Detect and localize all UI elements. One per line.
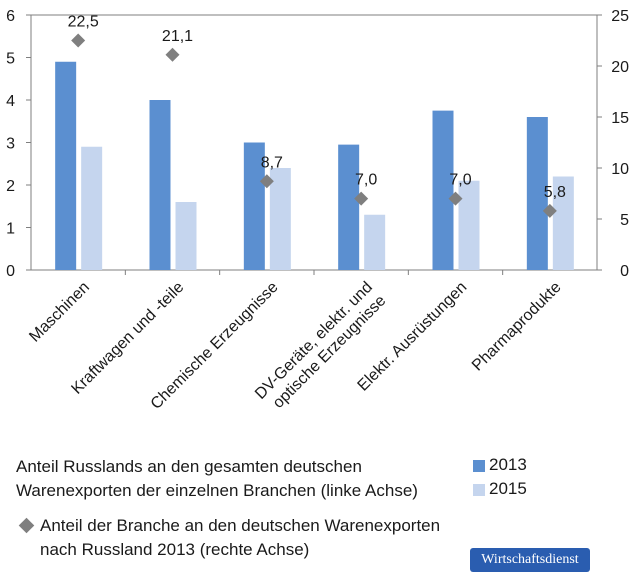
category-label-line: Maschinen	[26, 279, 93, 346]
diamond-data-label: 7,0	[449, 172, 471, 189]
bar-2013	[149, 100, 171, 270]
bar-2013	[526, 117, 548, 270]
y-right-tick-label: 15	[611, 110, 629, 127]
wirtschaftsdienst-logo: Wirtschaftsdienst	[470, 548, 590, 572]
category-label: Pharmaprodukte	[469, 279, 565, 375]
legend-label-2015: 2015	[489, 479, 527, 498]
y-left-tick-label: 1	[6, 221, 15, 238]
category-label-line: Pharmaprodukte	[469, 279, 565, 375]
y-right-tick-label: 25	[611, 8, 629, 25]
legend-diamond-description: Anteil der Branche an den deutschen Ware…	[40, 514, 510, 562]
diamond-data-label: 7,0	[355, 172, 377, 189]
category-label: Maschinen	[26, 279, 93, 346]
bar-2015	[458, 180, 480, 270]
legend-bars-line1: Anteil Russlands an den gesamten deutsch…	[16, 457, 362, 476]
legend-swatch-2013	[473, 460, 485, 472]
diamond-marker	[542, 203, 557, 218]
bar-2013	[243, 142, 265, 270]
diamond-data-label: 21,1	[162, 28, 193, 45]
category-label-line: optische Erzeugnisse	[270, 292, 390, 412]
diamond-marker	[448, 191, 463, 206]
diamond-marker	[165, 47, 180, 62]
legend-bars-description: Anteil Russlands an den gesamten deutsch…	[16, 455, 466, 503]
bar-2013	[338, 144, 360, 270]
bar-2013	[432, 110, 454, 270]
diamond-data-label: 5,8	[544, 184, 566, 201]
diamond-data-label: 8,7	[261, 154, 283, 171]
category-label: Elektr. Ausrüstungen	[355, 279, 471, 395]
bar-2013	[55, 61, 77, 270]
bar-2015	[364, 214, 386, 270]
y-left-tick-label: 6	[6, 8, 15, 25]
y-left-tick-label: 4	[6, 93, 15, 110]
chart: 0123456051015202522,5Maschinen21,1Kraftw…	[6, 8, 629, 413]
legend-diamond-icon	[18, 517, 35, 534]
diamond-marker	[71, 33, 86, 48]
legend-bars-line2: Warenexporten der einzelnen Branchen (li…	[16, 481, 418, 500]
bar-2015	[81, 146, 103, 270]
plot-frame	[30, 14, 598, 271]
legend-diamond-line2: nach Russland 2013 (rechte Achse)	[40, 540, 310, 559]
diamond-marker	[354, 191, 369, 206]
y-right-tick-label: 5	[620, 212, 629, 229]
y-right-tick-label: 10	[611, 161, 629, 178]
diamond-marker	[259, 174, 274, 189]
bar-2015	[552, 176, 574, 270]
bar-2015	[175, 202, 197, 270]
legend-diamond-line1: Anteil der Branche an den deutschen Ware…	[40, 516, 441, 535]
category-label-line: Elektr. Ausrüstungen	[355, 279, 471, 395]
y-left-tick-label: 3	[6, 136, 15, 153]
diamond-data-label: 22,5	[68, 14, 99, 31]
legend-label-2013: 2013	[489, 455, 527, 474]
y-left-tick-label: 0	[6, 263, 15, 280]
y-right-tick-label: 0	[620, 263, 629, 280]
y-right-tick-label: 20	[611, 59, 629, 76]
y-left-tick-label: 5	[6, 51, 15, 68]
legend-swatch-2015	[473, 484, 485, 496]
bar-2015	[269, 168, 291, 270]
y-left-tick-label: 2	[6, 178, 15, 195]
